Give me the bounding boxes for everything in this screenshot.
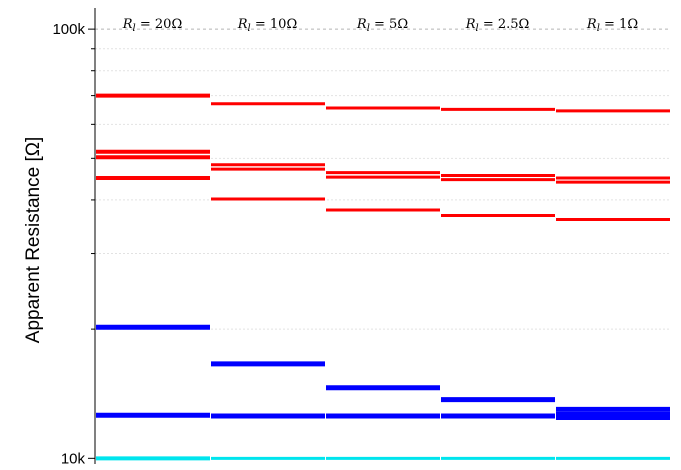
y-axis-ticks: 100k 10k: [52, 21, 95, 467]
column-label: Rl = 5Ω: [356, 17, 408, 34]
column-label: Rl = 1Ω: [586, 17, 638, 34]
column-labels: Rl = 20Ω Rl = 10Ω Rl = 5Ω Rl = 2.5Ω Rl = 1Ω: [122, 17, 638, 34]
y-tick-label: 10k: [61, 450, 86, 467]
y-tick-label: 100k: [52, 21, 85, 38]
column-label: Rl = 10Ω: [237, 17, 297, 34]
y-axis-title: Apparent Resistance [Ω]: [23, 137, 44, 343]
chart-series: [96, 93, 670, 461]
column-label: Rl = 2.5Ω: [465, 17, 530, 34]
column-label: Rl = 20Ω: [122, 17, 182, 34]
